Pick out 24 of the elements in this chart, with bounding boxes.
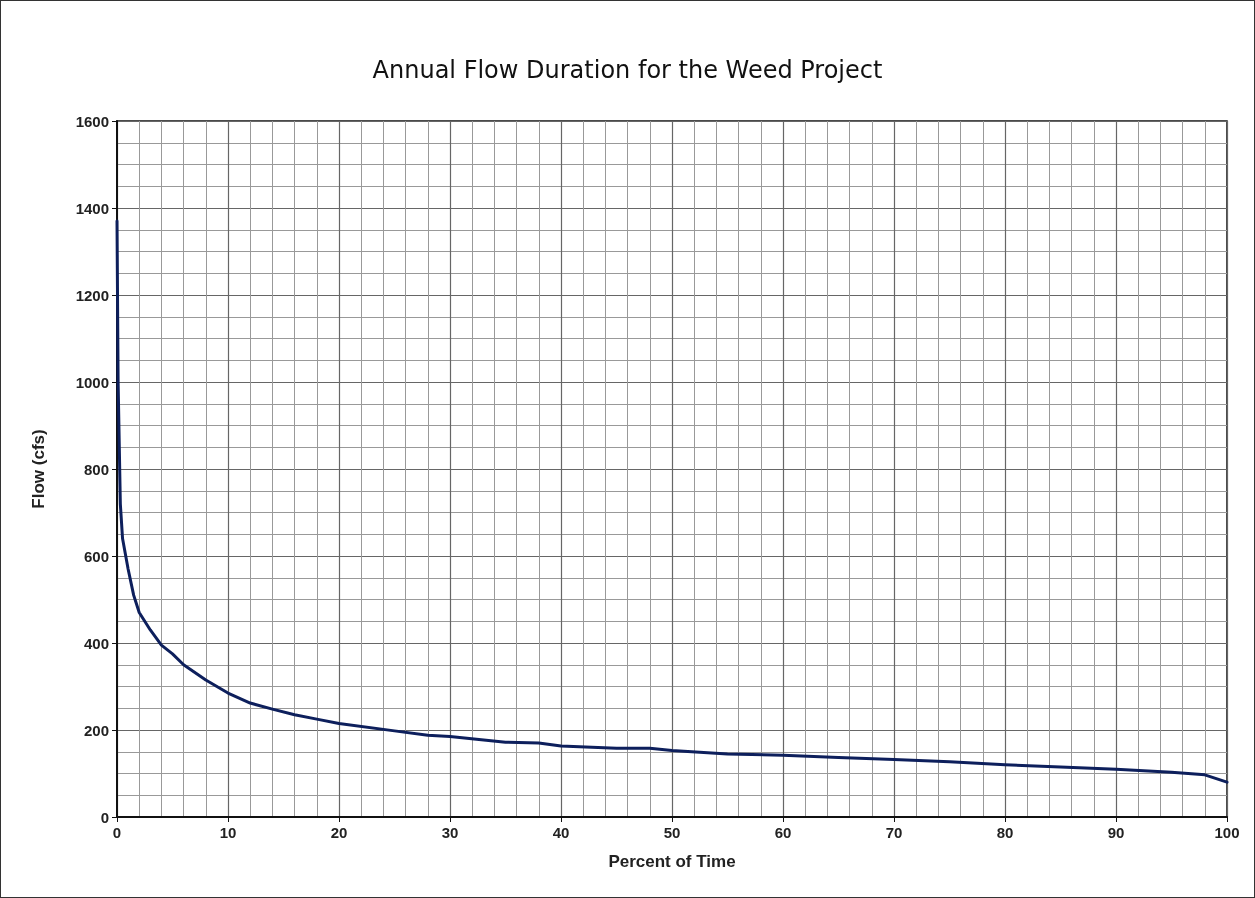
y-tick-label: 0 — [100, 808, 109, 826]
x-tick-label: 0 — [112, 824, 122, 841]
y-axis-title: Flow (cfs) — [29, 429, 48, 509]
x-tick-label: 10 — [219, 824, 237, 841]
x-tick-label: 70 — [885, 824, 903, 841]
x-tick-label: 60 — [774, 824, 792, 841]
chart-title: Annual Flow Duration for the Weed Project — [372, 56, 883, 84]
y-tick-label: 600 — [83, 547, 109, 565]
x-tick-label: 80 — [996, 824, 1014, 841]
y-tick-label: 1400 — [75, 199, 109, 217]
y-tick-label: 800 — [83, 460, 109, 478]
x-tick-label: 30 — [441, 824, 459, 841]
x-tick-label: 100 — [1214, 824, 1240, 841]
y-tick-label: 1200 — [75, 286, 109, 304]
y-tick-label: 400 — [83, 634, 109, 652]
x-axis-title: Percent of Time — [608, 852, 736, 871]
y-tick-label: 1000 — [75, 373, 109, 391]
x-tick-label: 40 — [552, 824, 570, 841]
x-tick-label: 50 — [663, 824, 681, 841]
x-tick-label: 90 — [1107, 824, 1125, 841]
line-series — [115, 219, 1229, 784]
x-tick-label: 20 — [330, 824, 348, 841]
y-tick-label: 200 — [83, 721, 109, 739]
y-tick-label: 1600 — [75, 112, 109, 130]
